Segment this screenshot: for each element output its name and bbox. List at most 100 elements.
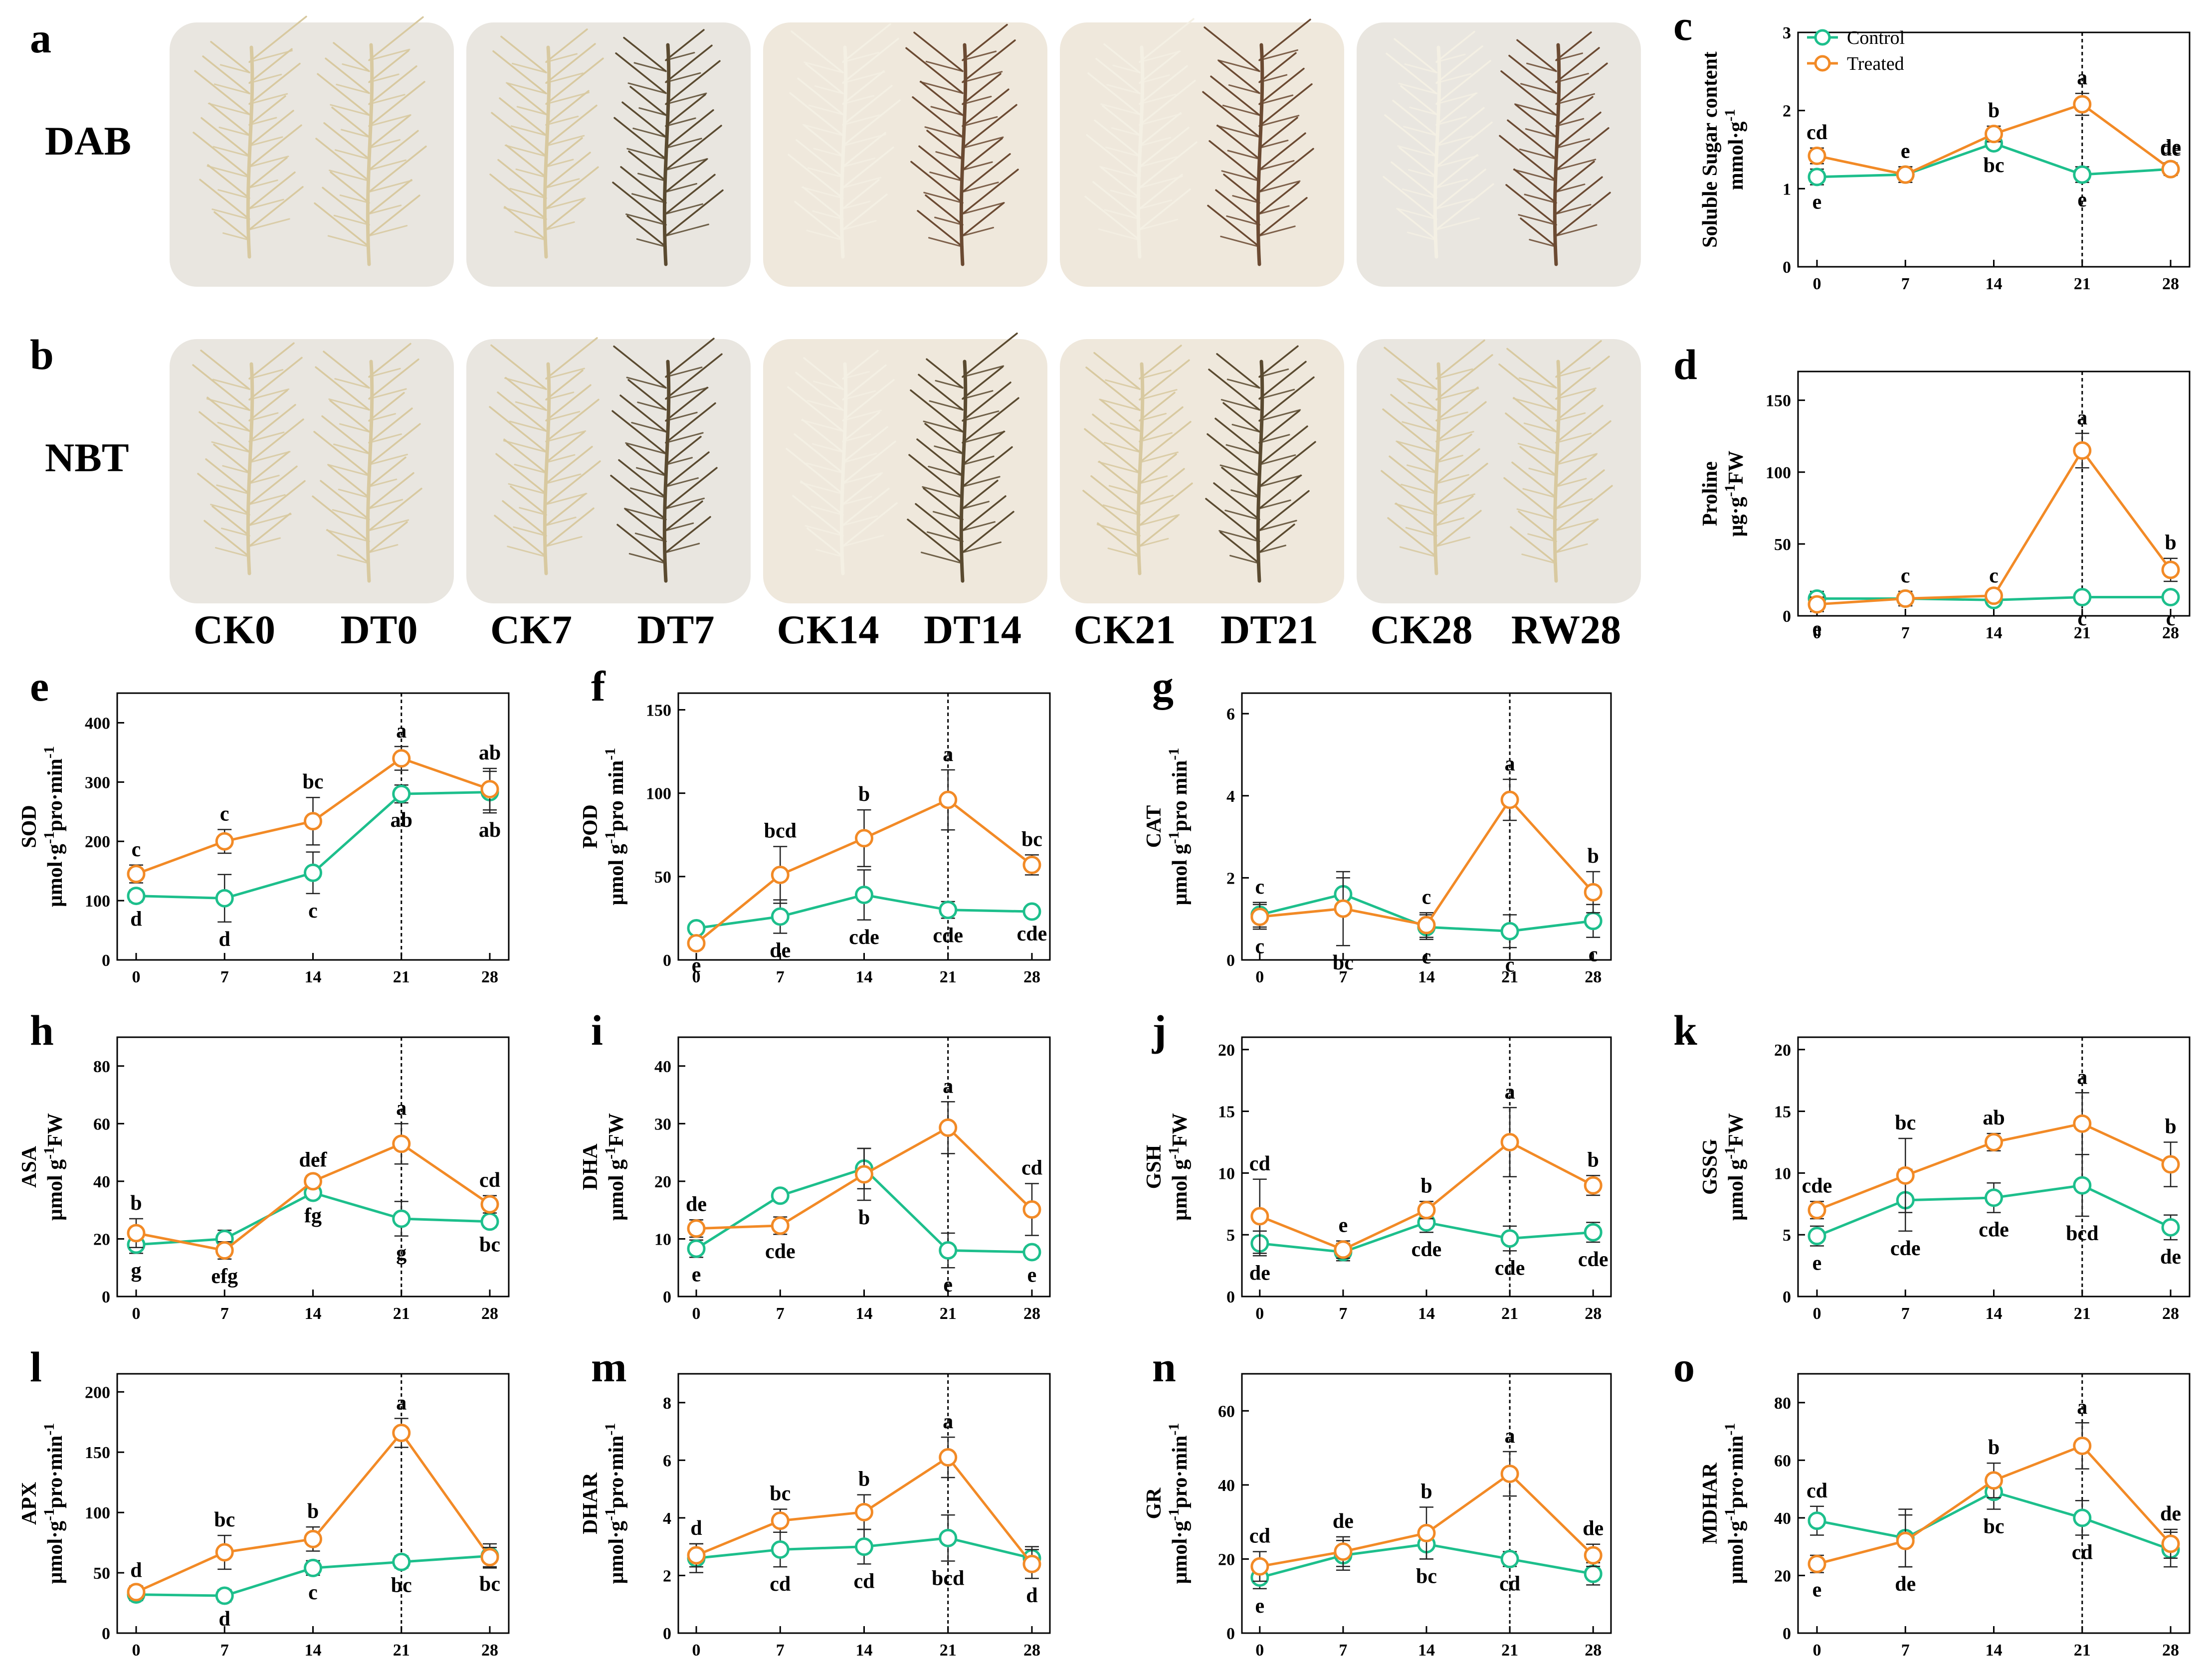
sprig-needle: [368, 159, 406, 171]
sprig-needle: [248, 513, 291, 548]
sprig-needle: [794, 433, 844, 474]
sprig-needle: [962, 39, 1016, 83]
x-tick-label: 21: [940, 968, 957, 986]
sprig-needle: [842, 193, 888, 231]
sprig-needle: [842, 71, 885, 84]
sprig-needle: [842, 37, 899, 84]
y-tick-label: 40: [1218, 1477, 1235, 1495]
sprig-needle: [1519, 446, 1557, 477]
sprig-needle: [806, 527, 844, 558]
sprig-needle: [333, 42, 370, 72]
sprig-needle: [248, 412, 279, 421]
sprig-needle: [248, 15, 307, 63]
sprig-needle: [842, 390, 876, 400]
data-point: [855, 1165, 873, 1184]
series-treated: de cde b a cd: [686, 1075, 1042, 1263]
sprig-needle: [1258, 524, 1295, 554]
significance-label: cd: [1249, 1152, 1270, 1175]
sprig-needle: [1392, 100, 1437, 137]
sprig-needle: [1228, 84, 1260, 94]
sprig-needle: [368, 544, 399, 554]
sprig-needle: [1516, 508, 1557, 521]
sprig-needle: [912, 96, 964, 138]
group-label-control: CK0: [194, 607, 275, 652]
x-tick-label: 14: [305, 1641, 322, 1660]
sprig-needle: [1208, 369, 1260, 411]
sprig-needle: [221, 528, 250, 537]
data-point: [392, 1552, 411, 1571]
sprig-needle: [502, 500, 547, 537]
y-tick-label: 10: [1774, 1164, 1791, 1183]
sprig-needle: [1258, 474, 1302, 488]
sprig-needle: [665, 60, 721, 105]
sprig-needle: [1258, 205, 1290, 215]
sprig-needle: [248, 513, 292, 526]
sprig-needle: [1382, 408, 1437, 453]
sprig-needle: [928, 237, 964, 248]
significance-label: b: [130, 1192, 142, 1215]
sprig-needle: [248, 388, 290, 400]
sprig-needle: [1555, 47, 1600, 83]
sprig-needle: [1435, 30, 1475, 63]
x-tick-label: 14: [856, 1641, 873, 1660]
significance-label: b: [1588, 845, 1599, 868]
sprig-needle: [1498, 363, 1557, 411]
sprig-needle: [1095, 58, 1141, 95]
sprig-needle: [222, 232, 250, 241]
x-tick-label: 7: [776, 1641, 785, 1660]
sprig-needle: [795, 372, 844, 411]
sprig-needle: [1226, 215, 1260, 226]
sprig-needle: [1435, 45, 1483, 84]
sprig-needle: [368, 423, 421, 466]
sprig-needle: [665, 522, 694, 532]
significance-label: a: [1505, 1425, 1515, 1448]
sprig-needle: [1225, 444, 1260, 455]
photo-a-0: [170, 15, 454, 287]
sprig-needle: [1384, 347, 1437, 390]
series-treated: cd e b a de: [1807, 66, 2181, 184]
series-control: d c bc: [127, 1543, 499, 1631]
x-tick-label: 0: [692, 1641, 701, 1660]
sprig-needle: [1435, 537, 1471, 547]
sprig-needle: [323, 122, 370, 160]
sprig-needle: [1221, 170, 1260, 182]
sprig-needle: [1402, 188, 1437, 199]
data-point: [2073, 1436, 2092, 1455]
x-tick-label: 7: [220, 968, 229, 986]
y-tick-label: 100: [85, 1504, 110, 1522]
sprig-needle: [924, 423, 964, 455]
x-tick-label: 14: [1418, 968, 1435, 986]
sprig-needle: [368, 114, 411, 127]
sprig-needle: [545, 473, 582, 484]
data-point: [771, 1511, 790, 1530]
significance-label: b: [858, 1468, 870, 1491]
data-point: [1808, 1511, 1826, 1530]
sprig-needle: [1518, 511, 1557, 543]
data-point: [392, 784, 411, 803]
sprig-needle: [792, 495, 844, 537]
sprig-needle: [962, 104, 1017, 149]
significance-label: ab: [479, 742, 501, 764]
sprig-needle: [1508, 54, 1557, 94]
sprig-needle: [1435, 474, 1469, 484]
x-tick-label: 14: [856, 968, 873, 986]
data-point: [480, 1212, 499, 1231]
sprig-needle: [1214, 417, 1260, 455]
x-tick-label: 21: [2074, 1641, 2091, 1660]
sprig-needle: [504, 145, 547, 157]
data-point: [1584, 1546, 1603, 1565]
sprig-needle: [328, 398, 370, 411]
significance-label: c: [1255, 876, 1264, 899]
data-point: [2073, 165, 2092, 184]
x-tick-label: 0: [1255, 1304, 1264, 1323]
sprig-needle: [1521, 554, 1557, 564]
y-axis-label: GSSG μmol g-1FW: [1699, 1113, 1748, 1221]
sprig-stem: [1553, 360, 1561, 583]
sprig-needle: [1510, 526, 1557, 564]
sprig-needle: [248, 110, 294, 147]
y-tick-label: 6: [1226, 705, 1235, 724]
significance-label: bc: [1333, 951, 1354, 974]
significance-label: de: [2160, 138, 2181, 161]
sprig-needle: [327, 464, 370, 477]
sprig-needle: [916, 438, 964, 477]
